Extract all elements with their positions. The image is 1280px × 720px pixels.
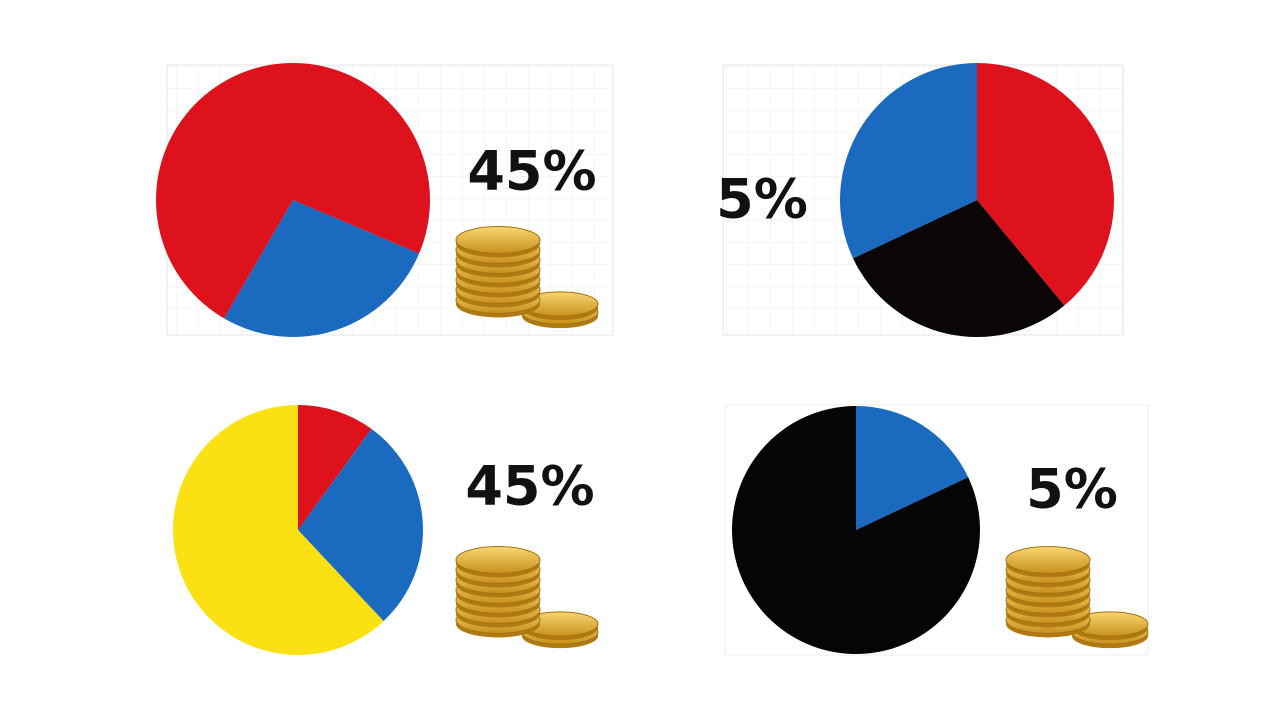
pie-slice bbox=[224, 200, 420, 337]
percent-label: 45% bbox=[465, 455, 594, 518]
pie-slice bbox=[731, 406, 980, 654]
pie-slice bbox=[856, 406, 969, 530]
coin bbox=[455, 546, 541, 574]
pie-slice bbox=[298, 405, 372, 530]
pie-slice bbox=[839, 63, 977, 259]
percent-label: 5% bbox=[716, 168, 808, 231]
pie-slice bbox=[853, 200, 1065, 337]
pie-slice bbox=[172, 405, 384, 655]
coin bbox=[455, 226, 541, 254]
coin bbox=[1005, 546, 1091, 574]
pie-slice bbox=[156, 62, 431, 319]
percent-label: 45% bbox=[467, 140, 596, 203]
pie-slice bbox=[298, 428, 423, 622]
pie-slice bbox=[977, 63, 1114, 306]
percent-label: 5% bbox=[1026, 458, 1118, 521]
